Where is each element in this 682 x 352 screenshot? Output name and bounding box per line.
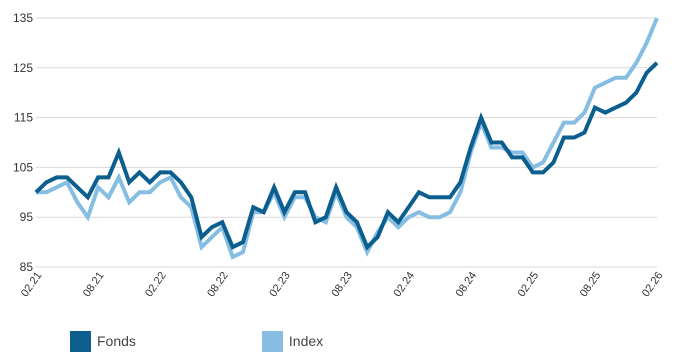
x-tick-label: 02.21: [19, 270, 45, 299]
x-tick-label: 02.25: [516, 270, 542, 299]
legend-swatch-fonds: [70, 331, 91, 352]
legend-label-fonds: Fonds: [97, 333, 136, 349]
y-tick-label: 85: [20, 260, 34, 274]
x-tick-label: 08.23: [329, 270, 355, 299]
y-tick-label: 95: [20, 210, 34, 224]
x-tick-label: 08.22: [205, 270, 231, 299]
x-axis: 02.21 08.21 02.22 08.22 02.23 08.23 02.24 08.24…: [19, 270, 666, 299]
x-tick-label: 08.21: [81, 270, 107, 299]
legend-item-index: Index: [262, 331, 323, 351]
legend-item-fonds: Fonds: [70, 331, 136, 351]
x-tick-label: 02.22: [143, 270, 169, 299]
y-tick-label: 125: [13, 61, 33, 75]
x-tick-label: 02.26: [640, 270, 666, 299]
legend-swatch-index: [262, 331, 283, 352]
x-tick-label: 08.24: [454, 270, 480, 299]
y-tick-label: 115: [14, 111, 33, 125]
y-tick-label: 135: [13, 11, 33, 25]
y-tick-label: 105: [13, 160, 33, 174]
legend: Fonds Index: [70, 331, 323, 351]
x-tick-label: 02.24: [391, 270, 417, 299]
y-axis: 85 95 105 115 125 135: [13, 11, 33, 274]
x-tick-label: 08.25: [578, 270, 604, 299]
x-tick-label: 02.23: [267, 270, 293, 299]
series-lines: [36, 18, 657, 257]
legend-label-index: Index: [289, 333, 323, 349]
